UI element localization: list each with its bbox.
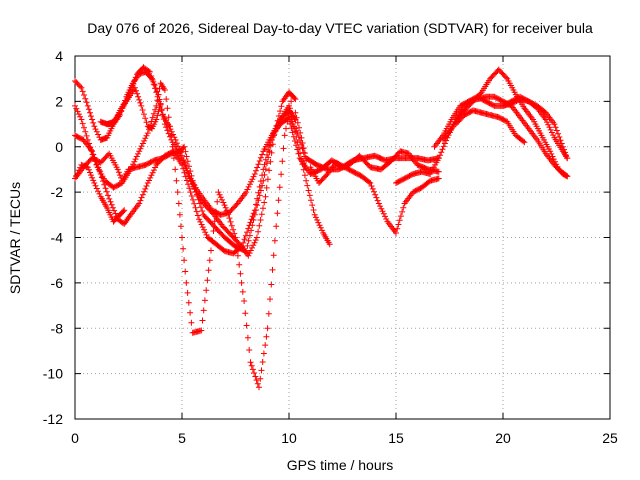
series-markers bbox=[393, 66, 571, 186]
series-track-14 bbox=[452, 107, 528, 146]
series-track-11 bbox=[393, 66, 571, 186]
x-tick-label: 25 bbox=[602, 430, 618, 446]
series-markers bbox=[500, 96, 571, 162]
y-tick-label: -8 bbox=[51, 320, 64, 336]
series-track-8 bbox=[292, 109, 442, 175]
chart-title: Day 076 of 2026, Sidereal Day-to-day VTE… bbox=[87, 20, 593, 36]
series-markers bbox=[452, 107, 528, 146]
series-markers bbox=[72, 161, 128, 225]
series-track-4 bbox=[97, 68, 310, 218]
x-tick-label: 15 bbox=[388, 430, 404, 446]
series-markers bbox=[307, 159, 442, 236]
series-markers bbox=[292, 109, 442, 175]
y-tick-label: -6 bbox=[51, 275, 64, 291]
series-markers bbox=[72, 80, 295, 391]
y-tick-label: 4 bbox=[55, 48, 63, 64]
y-tick-label: 2 bbox=[55, 93, 63, 109]
series-track-10 bbox=[307, 159, 442, 236]
series-track-6 bbox=[72, 161, 128, 225]
series-markers bbox=[104, 84, 164, 132]
x-tick-label: 0 bbox=[71, 430, 79, 446]
y-tick-label: -4 bbox=[51, 230, 64, 246]
y-tick-label: 0 bbox=[55, 139, 63, 155]
y-tick-label: -2 bbox=[51, 184, 64, 200]
data-points bbox=[72, 64, 571, 391]
series-track-2 bbox=[72, 80, 295, 391]
series-markers bbox=[97, 68, 310, 218]
x-tick-label: 5 bbox=[178, 430, 186, 446]
series-track-15 bbox=[500, 96, 571, 162]
series-track-7 bbox=[104, 84, 164, 132]
y-axis-label: SDTVAR / TECUs bbox=[7, 182, 23, 294]
x-tick-label: 20 bbox=[495, 430, 511, 446]
axis-ticks: 0 5 10 15 20 25 -12 -10 -8 -6 -4 -2 0 2 4 bbox=[43, 48, 618, 446]
y-tick-label: -12 bbox=[43, 411, 63, 427]
y-tick-label: -10 bbox=[43, 366, 63, 382]
x-axis-label: GPS time / hours bbox=[287, 457, 394, 473]
x-tick-label: 10 bbox=[281, 430, 297, 446]
